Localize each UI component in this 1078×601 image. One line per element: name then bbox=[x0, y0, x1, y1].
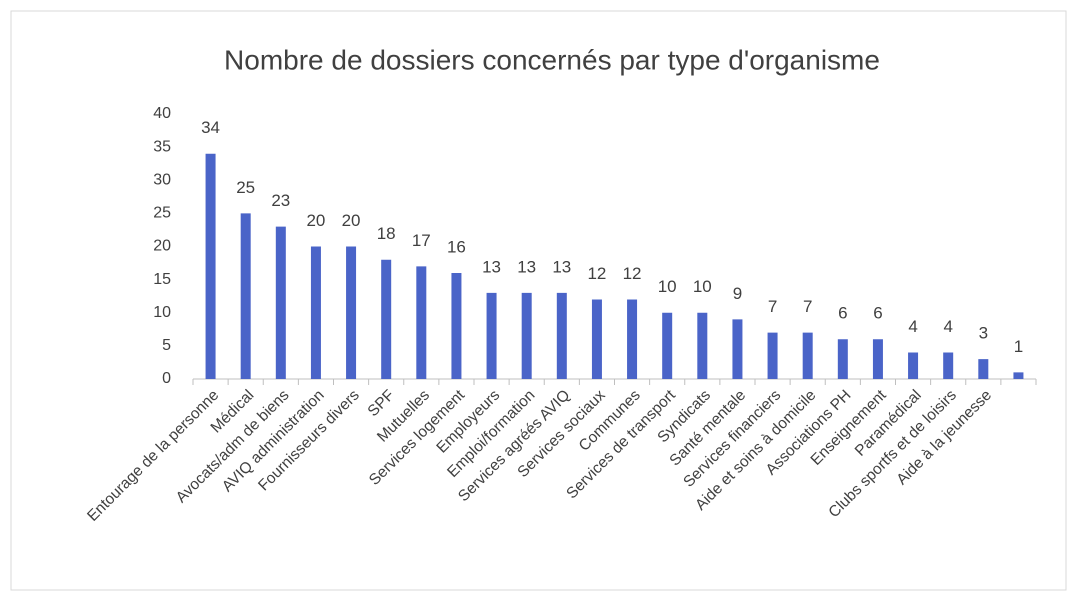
bar bbox=[767, 332, 778, 379]
data-label: 20 bbox=[306, 211, 325, 230]
data-label: 23 bbox=[271, 191, 290, 210]
bar bbox=[521, 292, 532, 379]
bar bbox=[802, 332, 813, 379]
y-tick-label: 0 bbox=[162, 370, 171, 387]
bar bbox=[908, 352, 919, 379]
y-tick-label: 30 bbox=[153, 171, 171, 188]
bar bbox=[837, 339, 848, 379]
bar bbox=[240, 213, 251, 379]
data-label: 6 bbox=[838, 304, 847, 323]
chart-title: Nombre de dossiers concernés par type d'… bbox=[224, 44, 880, 75]
bar bbox=[872, 339, 883, 379]
y-tick-label: 10 bbox=[153, 304, 171, 321]
data-label: 9 bbox=[733, 284, 742, 303]
data-label: 13 bbox=[517, 257, 536, 276]
bar bbox=[662, 312, 673, 379]
data-label: 7 bbox=[803, 297, 812, 316]
bar bbox=[697, 312, 708, 379]
bar bbox=[205, 153, 216, 379]
bar bbox=[732, 319, 743, 379]
data-label: 4 bbox=[908, 317, 917, 336]
data-label: 20 bbox=[342, 211, 361, 230]
data-label: 34 bbox=[201, 118, 220, 137]
y-tick-label: 35 bbox=[153, 138, 171, 155]
data-label: 1 bbox=[1014, 337, 1023, 356]
data-label: 17 bbox=[412, 231, 431, 250]
data-label: 4 bbox=[943, 317, 952, 336]
data-label: 25 bbox=[236, 178, 255, 197]
bar bbox=[627, 299, 638, 379]
bar bbox=[451, 273, 462, 379]
bar bbox=[978, 359, 989, 379]
bar bbox=[556, 292, 567, 379]
y-tick-label: 5 bbox=[162, 337, 171, 354]
bar bbox=[943, 352, 954, 379]
bar bbox=[486, 292, 497, 379]
y-tick-label: 15 bbox=[153, 271, 171, 288]
data-label: 16 bbox=[447, 237, 466, 256]
data-label: 7 bbox=[768, 297, 777, 316]
data-label: 13 bbox=[552, 257, 571, 276]
y-tick-label: 20 bbox=[153, 238, 171, 255]
chart-border bbox=[10, 10, 1067, 591]
bar bbox=[591, 299, 602, 379]
data-label: 18 bbox=[377, 224, 396, 243]
bar bbox=[381, 259, 392, 379]
data-label: 12 bbox=[623, 264, 642, 283]
data-label: 12 bbox=[587, 264, 606, 283]
y-tick-label: 40 bbox=[153, 105, 171, 122]
data-label: 3 bbox=[979, 324, 988, 343]
data-label: 10 bbox=[693, 277, 712, 296]
bar bbox=[416, 266, 427, 379]
data-label: 10 bbox=[658, 277, 677, 296]
bar bbox=[310, 246, 321, 379]
data-label: 13 bbox=[482, 257, 501, 276]
bar bbox=[346, 246, 357, 379]
bar bbox=[275, 226, 286, 379]
data-label: 6 bbox=[873, 304, 882, 323]
y-tick-label: 25 bbox=[153, 205, 171, 222]
bar bbox=[1013, 372, 1024, 379]
